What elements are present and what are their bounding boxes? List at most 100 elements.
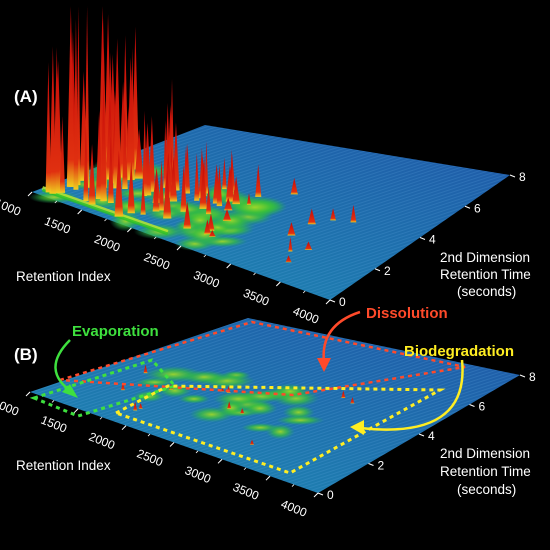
hotspot [143, 366, 204, 383]
x-minor-tick [243, 467, 247, 471]
peak [142, 110, 148, 197]
x-minor-tick [123, 425, 127, 428]
x-minor-tick [302, 290, 306, 294]
x-tick-label: 1500 [39, 413, 69, 436]
peak [100, 81, 107, 202]
y-axis-title-b-line3: (seconds) [457, 482, 516, 497]
peak [127, 161, 135, 214]
peak [204, 140, 209, 194]
x-tick-label: 4000 [291, 304, 321, 327]
peak [152, 173, 160, 212]
peak [194, 152, 200, 201]
peak [49, 46, 57, 194]
x-minor-tick [54, 200, 58, 204]
x-minor-tick [27, 391, 31, 395]
hotspot [210, 211, 252, 230]
evaporation-arrowhead [62, 384, 78, 398]
peak [225, 165, 235, 202]
peak [114, 150, 124, 217]
panel-b: 1000 1500 2000 2500 3000 3500 4000 0 2 4 6 8 (B) Ev… [0, 305, 536, 520]
hotspot [177, 394, 210, 404]
peak [222, 157, 227, 190]
y-tick-label: 4 [429, 233, 436, 247]
peak [180, 165, 187, 212]
y-tick-label: 6 [474, 201, 481, 215]
surface-a-peaks [45, 6, 357, 263]
hotspot [28, 190, 80, 204]
peak [255, 164, 262, 197]
y-tick-label: 4 [428, 429, 435, 443]
x-tick-label: 2500 [142, 250, 172, 273]
peak [330, 208, 336, 221]
y-tick-mark [419, 237, 426, 240]
peak [126, 57, 135, 181]
evaporation-label: Evaporation [72, 323, 159, 340]
y-tick-mark [509, 174, 516, 178]
x-minor-tick [147, 433, 151, 437]
x-tick-label: 2000 [92, 232, 122, 255]
x-tick-label: 3000 [192, 268, 222, 291]
peak [222, 209, 232, 221]
dissolution-label: Dissolution [366, 305, 448, 322]
x-minor-tick [29, 191, 33, 195]
x-minor-tick [315, 492, 319, 496]
x-minor-tick [291, 484, 295, 487]
peak [66, 6, 75, 187]
hotspot [242, 401, 278, 416]
x-tick-label: 2500 [135, 446, 165, 469]
y-tick-label: 8 [519, 170, 526, 184]
x-axis-title-a: Retention Index [16, 269, 111, 284]
peak [138, 403, 143, 409]
peak [107, 135, 114, 204]
peak [227, 401, 232, 409]
peak [122, 108, 128, 189]
peak [140, 179, 146, 215]
peak [113, 38, 122, 189]
peak [307, 208, 316, 225]
peak [134, 128, 144, 179]
biodegradation-region-outline [112, 384, 446, 475]
y-tick-label: 0 [339, 295, 346, 309]
biodegradation-label: Biodegradation [404, 343, 514, 360]
hotspot [132, 390, 165, 403]
peak [59, 116, 66, 193]
x-minor-tick [327, 299, 331, 303]
peak [185, 143, 191, 194]
x-minor-tick [104, 218, 107, 222]
y-tick-mark [464, 205, 471, 209]
y-tick-label: 8 [529, 370, 536, 384]
peak [341, 390, 346, 399]
x-minor-tick [51, 400, 55, 403]
panel-label-a: (A) [14, 87, 38, 106]
x-tick-label: 4000 [279, 497, 309, 520]
peak [290, 177, 298, 195]
y-axis-title-b-line1: 2nd Dimension [440, 446, 530, 461]
x-minor-tick [267, 475, 271, 479]
peak [83, 125, 89, 202]
x-axis-title-b: Retention Index [16, 458, 111, 473]
peak [143, 364, 148, 374]
peak [169, 78, 175, 177]
hotspot [276, 415, 325, 426]
peak [199, 166, 208, 209]
peak [288, 236, 293, 252]
x-minor-tick [99, 416, 103, 420]
x-minor-tick [278, 281, 281, 285]
peak [120, 382, 125, 391]
peak [232, 176, 241, 205]
x-minor-tick [195, 450, 199, 454]
x-minor-tick [75, 408, 79, 412]
y-tick-mark [368, 463, 374, 466]
peak [224, 197, 233, 211]
panel-label-b: (B) [14, 345, 38, 364]
y-tick-mark [329, 299, 336, 303]
peak [45, 62, 52, 193]
peak [207, 213, 215, 231]
y-tick-mark [317, 492, 324, 496]
x-minor-tick [153, 236, 157, 240]
x-tick-label: 3500 [241, 286, 271, 309]
peak [163, 120, 168, 188]
y-tick-label: 0 [327, 488, 334, 502]
dissolution-arrow [322, 310, 361, 363]
